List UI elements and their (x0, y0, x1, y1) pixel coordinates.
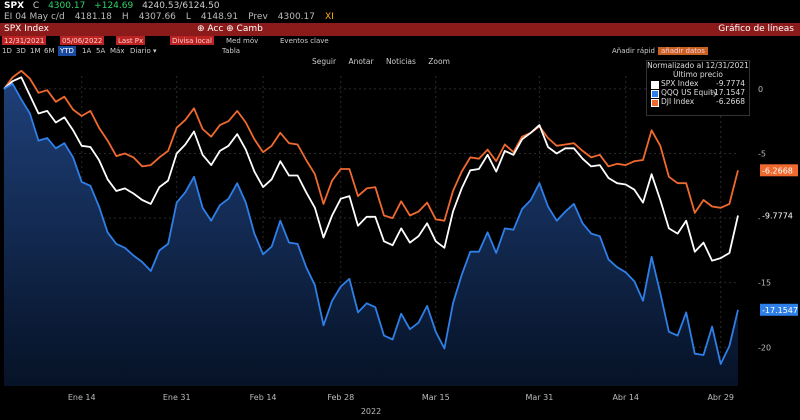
follow-control[interactable]: Seguir (312, 57, 337, 66)
x-tick-label: Abr 29 (707, 393, 734, 402)
series-line-spx (3, 76, 739, 262)
series-line-dji (3, 69, 739, 222)
period-6m[interactable]: 6M (44, 47, 55, 55)
legend-item-dji[interactable]: DJI Index -6.2668 (647, 97, 749, 107)
prev-label: Prev (248, 12, 268, 22)
last-value-tag-qqq: -17.1547 (760, 303, 798, 316)
legend-value-spx: -9.7774 (716, 79, 745, 88)
chart-toolbar: 12/31/2021 05/06/2022 Last Px Divisa loc… (0, 36, 800, 46)
xi-flag: XI (325, 12, 334, 22)
x-tick-label: Ene 14 (68, 393, 96, 402)
news-control[interactable]: Noticias (385, 57, 416, 66)
key-events-toggle[interactable]: Eventos clave (280, 37, 329, 45)
legend-label-qqq: QQQ US Equity (661, 88, 718, 97)
zoom-control[interactable]: Zoom (428, 57, 450, 66)
last-value-tag-dji: -6.2668 (760, 164, 798, 177)
legend-value-qqq: -17.1547 (711, 88, 745, 97)
tag-bg-qqq (760, 303, 798, 316)
tag-text-spx: -9.7774 (762, 212, 793, 221)
y-tick-label: -15 (758, 279, 771, 288)
x-axis-title: 2022 (361, 407, 381, 416)
last-prefix: C (32, 1, 40, 11)
table-toggle[interactable]: Tabla (222, 47, 241, 55)
quick-add-label: Añadir rápid (612, 47, 656, 55)
open-price: 4181.18 (74, 12, 112, 22)
frequency-select[interactable]: Diario ▾ (130, 47, 157, 55)
title-bar: SPX Index ⊕ Acc ⊕ Camb Gráfico de líneas (0, 23, 800, 36)
y-tick-label: -20 (758, 343, 771, 352)
chart-controls: Seguir Anotar Noticias Zoom (312, 56, 460, 67)
tag-text-qqq: -17.1547 (762, 306, 798, 315)
period-max[interactable]: Máx (110, 47, 125, 55)
high-label: H (121, 12, 129, 22)
x-tick-label: Ene 31 (163, 393, 191, 402)
chart-type-label: Gráfico de líneas (718, 24, 794, 34)
x-tick-label: Feb 28 (327, 393, 354, 402)
ticker[interactable]: SPX (4, 1, 25, 11)
legend: Normalizado al 12/31/2021 Último precio … (646, 60, 750, 116)
index-name[interactable]: SPX Index (4, 24, 49, 34)
tag-bg-dji (760, 164, 798, 177)
legend-value-dji: -6.2668 (716, 97, 745, 106)
last-price: 4300.17 (48, 1, 86, 11)
x-axis: Ene 14 Ene 31 Feb 14 Feb 28 Mar 15 Mar 31 Abr … (68, 393, 734, 416)
last-value-tag-spx: -9.7774 (760, 209, 798, 222)
legend-item-qqq[interactable]: QQQ US Equity -17.1547 (647, 88, 749, 98)
quick-add[interactable]: Añadir rápid añadir datos (612, 46, 708, 56)
quote-detail-row: EI 04 May c/d 4181.18 H 4307.66 L 4148.91 Prev… (0, 12, 800, 23)
tag-bg-spx (760, 209, 798, 222)
line2-prefix: EI 04 May c/d (4, 12, 65, 22)
price-change: +124.69 (94, 1, 134, 11)
legend-item-spx[interactable]: SPX Index -9.7774 (647, 79, 749, 89)
quote-bar: SPX C 4300.17 +124.69 4240.53/6124.50 (0, 0, 800, 12)
period-5a[interactable]: 5A (96, 47, 106, 55)
legend-swatch-qqq (651, 90, 659, 98)
legend-subtitle: Último precio (673, 70, 723, 79)
date-from-field[interactable]: 12/31/2021 (2, 36, 47, 45)
period-ytd[interactable]: YTD (58, 46, 76, 56)
low-price: 4148.91 (200, 12, 239, 22)
period-1d[interactable]: 1D (2, 47, 12, 55)
x-tick-label: Feb 14 (250, 393, 277, 402)
legend-title: Normalizado al 12/31/2021 (647, 61, 749, 70)
actions-menu[interactable]: ⊕ Acc ⊕ Camb (197, 24, 263, 34)
period-selector: 1D 3D 1M 6M YTD 1A 5A Máx Diario ▾ Tabla (0, 46, 800, 56)
x-tick-label: Mar 31 (525, 393, 553, 402)
y-tick-label: 0 (758, 85, 763, 94)
price-range: 4240.53/6124.50 (142, 1, 220, 11)
date-to-field[interactable]: 05/06/2022 (60, 36, 105, 45)
legend-swatch-spx (651, 81, 659, 89)
low-label: L (185, 12, 191, 22)
legend-swatch-dji (651, 99, 659, 107)
y-tick-label: -5 (758, 150, 766, 159)
period-1m[interactable]: 1M (30, 47, 41, 55)
field-select[interactable]: Last Px (116, 36, 146, 45)
tag-text-dji: -6.2668 (762, 166, 793, 175)
moving-average-toggle[interactable]: Med móv (226, 37, 259, 45)
legend-label-dji: DJI Index (661, 97, 695, 106)
qqq-area-fill (4, 83, 738, 387)
add-data-field[interactable]: añadir datos (658, 47, 708, 55)
series-line-qqq (3, 82, 739, 365)
prev-price: 4300.17 (277, 12, 315, 22)
annotate-control[interactable]: Anotar (348, 57, 374, 66)
legend-label-spx: SPX Index (661, 79, 699, 88)
currency-select[interactable]: Divisa local (170, 36, 214, 45)
x-tick-label: Mar 15 (422, 393, 450, 402)
period-3d[interactable]: 3D (16, 47, 26, 55)
x-tick-label: Abr 14 (612, 393, 639, 402)
period-1a[interactable]: 1A (82, 47, 92, 55)
high-price: 4307.66 (138, 12, 176, 22)
